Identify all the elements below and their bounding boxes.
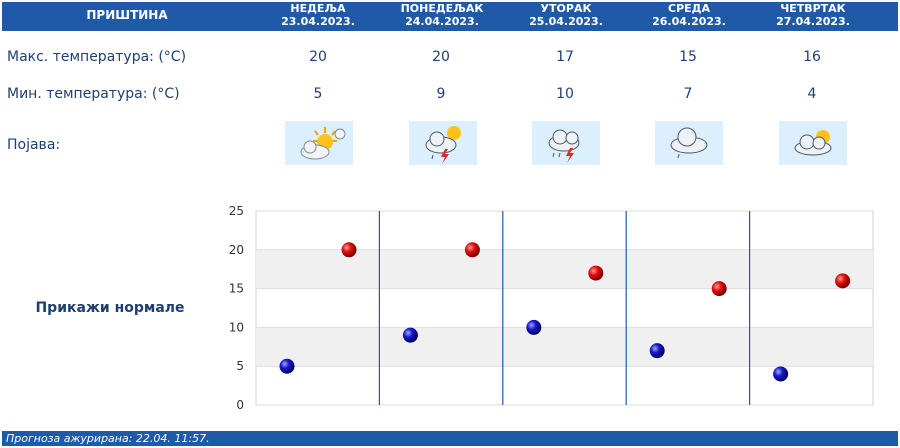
- y-tick-label: 15: [229, 282, 244, 296]
- day-name: УТОРАК: [540, 2, 592, 15]
- y-tick-label: 0: [236, 398, 244, 412]
- min-temp-value: 10: [556, 86, 574, 102]
- min-temp-point: [773, 366, 789, 382]
- max-temp-label: Макс. температура: (°C): [7, 49, 187, 65]
- day-name: ЧЕТВРТАК: [780, 2, 846, 15]
- min-temp-value: 7: [683, 86, 693, 102]
- show-normals-link[interactable]: Прикажи нормале: [35, 300, 185, 316]
- max-temp-value: 17: [556, 49, 574, 65]
- day-date: 23.04.2023.: [281, 15, 355, 28]
- day-header-1: НЕДЕЉА 23.04.2023.: [258, 2, 378, 28]
- y-tick-label: 25: [229, 204, 244, 218]
- max-temp-value: 15: [679, 49, 697, 65]
- day-name: ПОНЕДЕЉАК: [400, 2, 484, 15]
- forecast-header: ПРИШТИНА НЕДЕЉА 23.04.2023. ПОНЕДЕЉАК 24…: [2, 2, 898, 31]
- grid-band: [256, 249, 873, 289]
- day-date: 26.04.2023.: [652, 15, 726, 28]
- y-tick-label: 10: [229, 320, 244, 334]
- y-tick-label: 20: [229, 243, 244, 257]
- thunderstorm-sun-icon: [409, 121, 477, 165]
- max-temp-value: 16: [803, 49, 821, 65]
- max-temp-point: [711, 281, 727, 297]
- max-temp-point: [835, 273, 851, 289]
- min-temp-value: 5: [313, 86, 323, 102]
- sun-cloud-icon: [285, 121, 353, 165]
- day-header-2: ПОНЕДЕЉАК 24.04.2023.: [382, 2, 502, 28]
- day-name: НЕДЕЉА: [290, 2, 346, 15]
- day-header-4: СРЕДА 26.04.2023.: [629, 2, 749, 28]
- min-temp-value: 9: [436, 86, 446, 102]
- partly-cloudy-icon: [779, 121, 847, 165]
- thunderstorm-icon: [532, 121, 600, 165]
- min-temp-point: [649, 343, 665, 359]
- cloud-rain-icon: [655, 121, 723, 165]
- day-name: СРЕДА: [668, 2, 710, 15]
- day-date: 27.04.2023.: [776, 15, 850, 28]
- min-temp-point: [402, 327, 418, 343]
- day-date: 25.04.2023.: [529, 15, 603, 28]
- min-temp-label: Мин. температура: (°C): [7, 86, 180, 102]
- phenomenon-label: Појава:: [7, 137, 61, 153]
- max-temp-value: 20: [309, 49, 327, 65]
- y-tick-label: 5: [236, 359, 244, 373]
- day-date: 24.04.2023.: [405, 15, 479, 28]
- day-header-3: УТОРАК 25.04.2023.: [506, 2, 626, 28]
- max-temp-point: [341, 242, 357, 258]
- max-temp-point: [588, 265, 604, 281]
- min-temp-point: [526, 319, 542, 335]
- max-temp-point: [464, 242, 480, 258]
- forecast-updated: Прогноза ажурирана: 22.04. 11:57.: [2, 431, 898, 446]
- day-header-5: ЧЕТВРТАК 27.04.2023.: [753, 2, 873, 28]
- grid-band: [256, 327, 873, 367]
- min-temp-point: [279, 358, 295, 374]
- city-name: ПРИШТИНА: [86, 8, 168, 22]
- min-temp-value: 4: [807, 86, 817, 102]
- max-temp-value: 20: [432, 49, 450, 65]
